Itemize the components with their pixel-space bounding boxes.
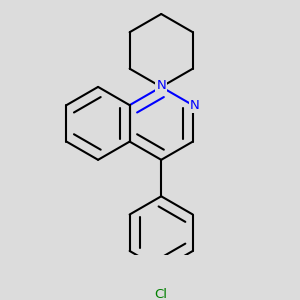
Text: Cl: Cl	[155, 287, 168, 300]
Text: N: N	[190, 99, 200, 112]
Text: N: N	[156, 79, 166, 92]
